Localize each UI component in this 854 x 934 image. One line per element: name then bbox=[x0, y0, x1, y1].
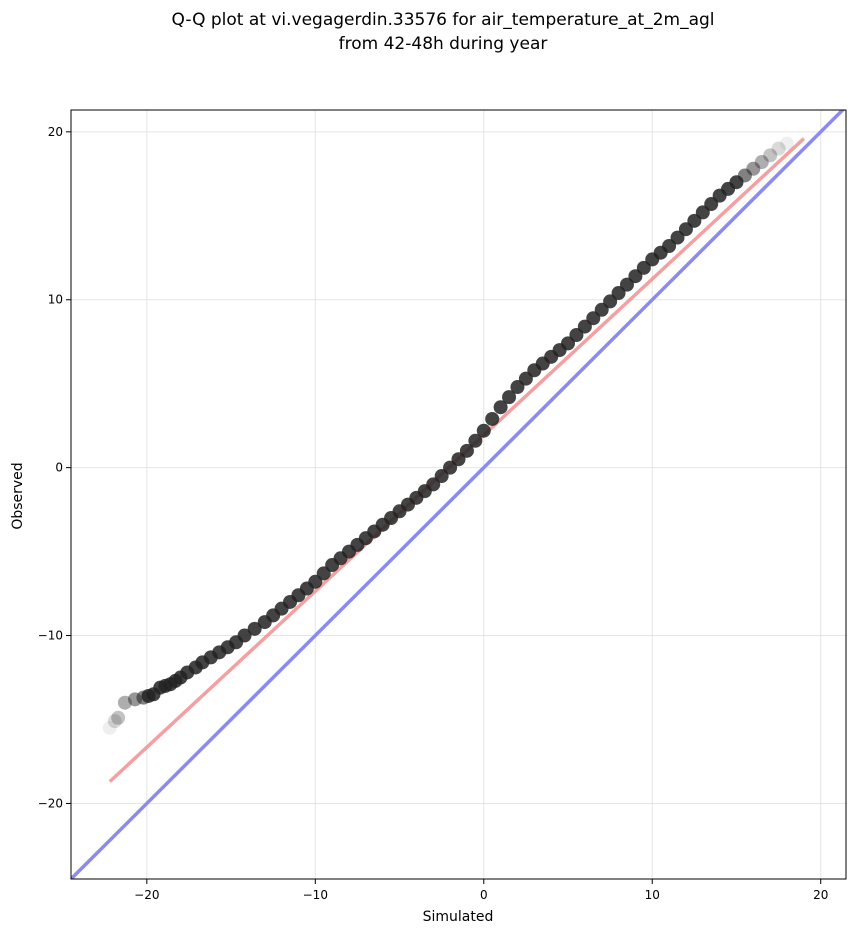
identity-line bbox=[71, 110, 846, 879]
axis-ticks: −20 −10 0 10 20 −20 −10 0 10 20 bbox=[38, 125, 829, 902]
qq-point bbox=[763, 148, 778, 163]
qq-point bbox=[502, 390, 517, 405]
qq-point bbox=[117, 695, 132, 710]
qq-point bbox=[459, 443, 474, 458]
qq-point bbox=[476, 423, 491, 438]
data-points bbox=[102, 136, 795, 735]
x-tick-label: 0 bbox=[480, 888, 488, 902]
qq-point bbox=[780, 136, 795, 151]
qq-point bbox=[237, 628, 252, 643]
qq-point bbox=[754, 155, 769, 170]
chart-title-line-1: Q-Q plot at vi.vegagerdin.33576 for air_… bbox=[171, 10, 714, 30]
x-tick-label: 20 bbox=[813, 888, 828, 902]
qq-point bbox=[247, 621, 262, 636]
x-axis-label: Simulated bbox=[423, 909, 494, 925]
x-tick-label: −20 bbox=[134, 888, 159, 902]
qq-point bbox=[468, 433, 483, 448]
y-tick-label: −20 bbox=[38, 796, 63, 810]
plot-frame bbox=[70, 109, 847, 880]
qq-point bbox=[746, 161, 761, 176]
y-tick-label: 20 bbox=[48, 125, 63, 139]
qq-point bbox=[107, 714, 122, 729]
y-axis-label: Observed bbox=[10, 462, 26, 529]
qq-point bbox=[771, 141, 786, 156]
grid bbox=[71, 110, 846, 879]
y-tick-label: −10 bbox=[38, 629, 63, 643]
y-tick-label: 0 bbox=[55, 461, 63, 475]
identity-line-layer bbox=[71, 110, 846, 879]
y-tick-label: 10 bbox=[48, 293, 63, 307]
x-tick-label: 10 bbox=[645, 888, 660, 902]
qq-point bbox=[493, 400, 508, 415]
qq-point bbox=[737, 168, 752, 183]
chart-title-line-2: from 42-48h during year bbox=[339, 34, 548, 54]
qq-point bbox=[102, 720, 117, 735]
qq-point bbox=[485, 411, 500, 426]
qq-point bbox=[111, 710, 126, 725]
x-tick-label: −10 bbox=[303, 888, 328, 902]
